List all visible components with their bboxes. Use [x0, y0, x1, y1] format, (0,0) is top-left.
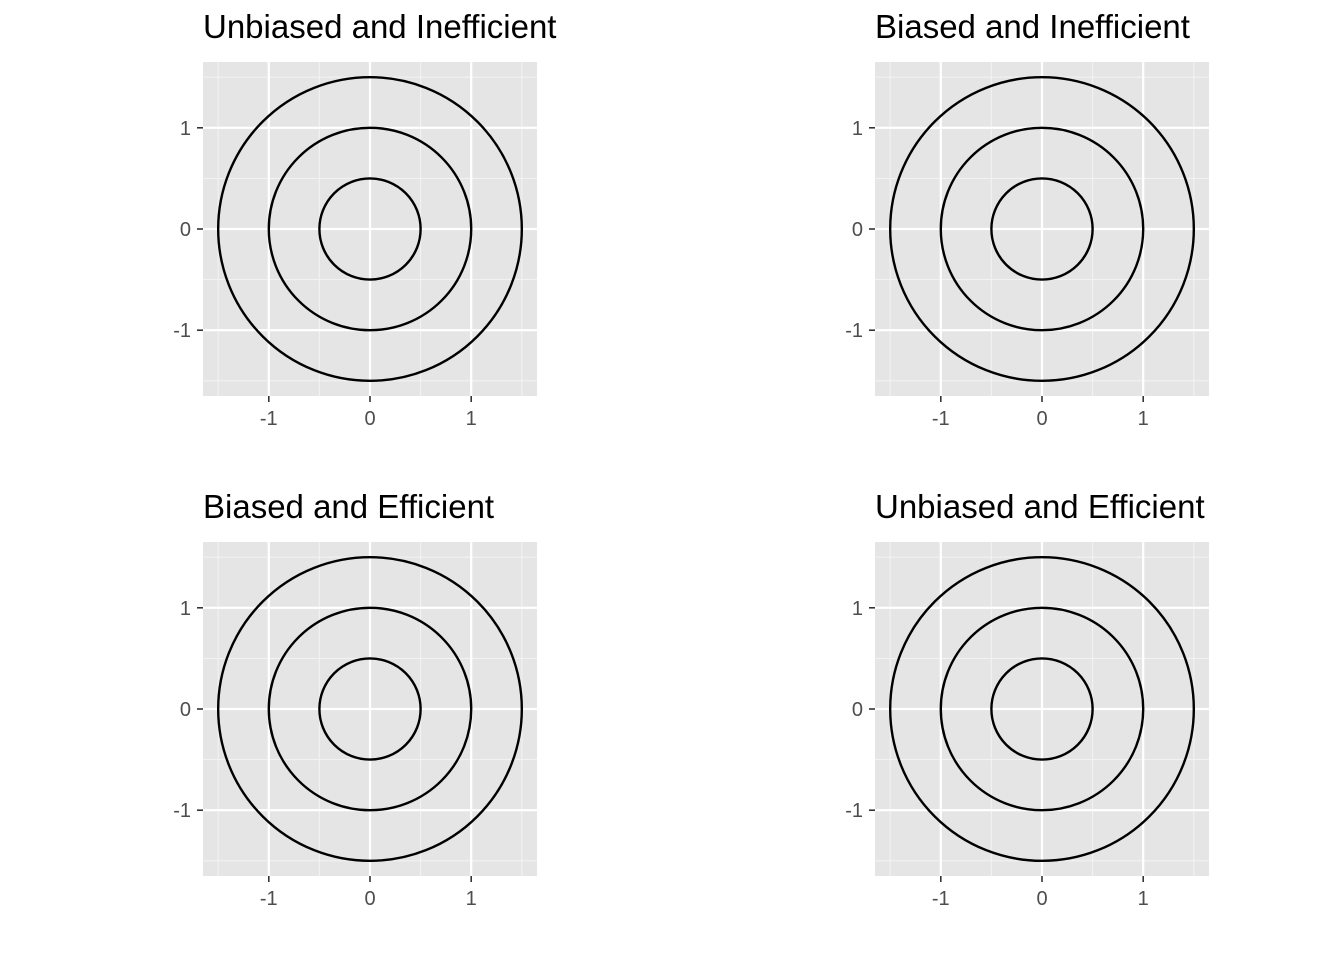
target-circle-3: [888, 75, 1196, 383]
target-circle-3: [888, 555, 1196, 863]
target-circle-1: [990, 657, 1094, 761]
plot-svg: -1 0 1 -1 0 1: [173, 542, 537, 910]
y-tick-label: -1: [173, 320, 191, 342]
x-tick-label: -1: [932, 888, 950, 910]
x-tick-label: 1: [1138, 408, 1149, 430]
target-circle-1: [318, 177, 422, 281]
x-tick-label: 1: [466, 408, 477, 430]
x-tick-label: 0: [1036, 408, 1047, 430]
panel-top-left: Unbiased and Inefficient -1 0 1 -1 0 1: [160, 0, 700, 460]
x-tick-label: -1: [260, 408, 278, 430]
panel-top-right: Biased and Inefficient -1 0 1 -1 0 1: [832, 0, 1344, 460]
y-tick-label: 0: [852, 699, 863, 721]
x-tick-label: 0: [364, 408, 375, 430]
y-tick-label: 0: [180, 219, 191, 241]
y-tick-label: 1: [852, 118, 863, 140]
target-circle-3: [216, 75, 524, 383]
plot-svg: -1 0 1 -1 0 1: [845, 62, 1209, 430]
target-circle-2: [267, 126, 473, 332]
panel-title: Unbiased and Inefficient: [203, 8, 557, 45]
panel-bottom-right: Unbiased and Efficient -1 0 1 -1 0 1: [832, 480, 1344, 940]
y-tick-label: 1: [852, 598, 863, 620]
panel-title: Biased and Inefficient: [875, 8, 1190, 45]
target-circle-3: [216, 555, 524, 863]
x-tick-label: -1: [932, 408, 950, 430]
x-tick-label: 1: [1138, 888, 1149, 910]
y-tick-label: 1: [180, 598, 191, 620]
x-tick-label: 1: [466, 888, 477, 910]
x-tick-label: -1: [260, 888, 278, 910]
plot-svg: -1 0 1 -1 0 1: [173, 62, 537, 430]
target-circle-1: [990, 177, 1094, 281]
y-tick-label: 0: [852, 219, 863, 241]
target-circle-2: [939, 126, 1145, 332]
target-circle-2: [267, 606, 473, 812]
target-circle-1: [318, 657, 422, 761]
x-tick-label: 0: [364, 888, 375, 910]
y-tick-label: -1: [845, 800, 863, 822]
y-tick-label: -1: [845, 320, 863, 342]
y-tick-label: 0: [180, 699, 191, 721]
x-tick-label: 0: [1036, 888, 1047, 910]
y-tick-label: 1: [180, 118, 191, 140]
panel-bottom-left: Biased and Efficient -1 0 1 -1 0 1: [160, 480, 700, 940]
target-circle-2: [939, 606, 1145, 812]
plot-svg: -1 0 1 -1 0 1: [845, 542, 1209, 910]
panel-title: Biased and Efficient: [203, 488, 495, 525]
y-tick-label: -1: [173, 800, 191, 822]
panel-title: Unbiased and Efficient: [875, 488, 1205, 525]
